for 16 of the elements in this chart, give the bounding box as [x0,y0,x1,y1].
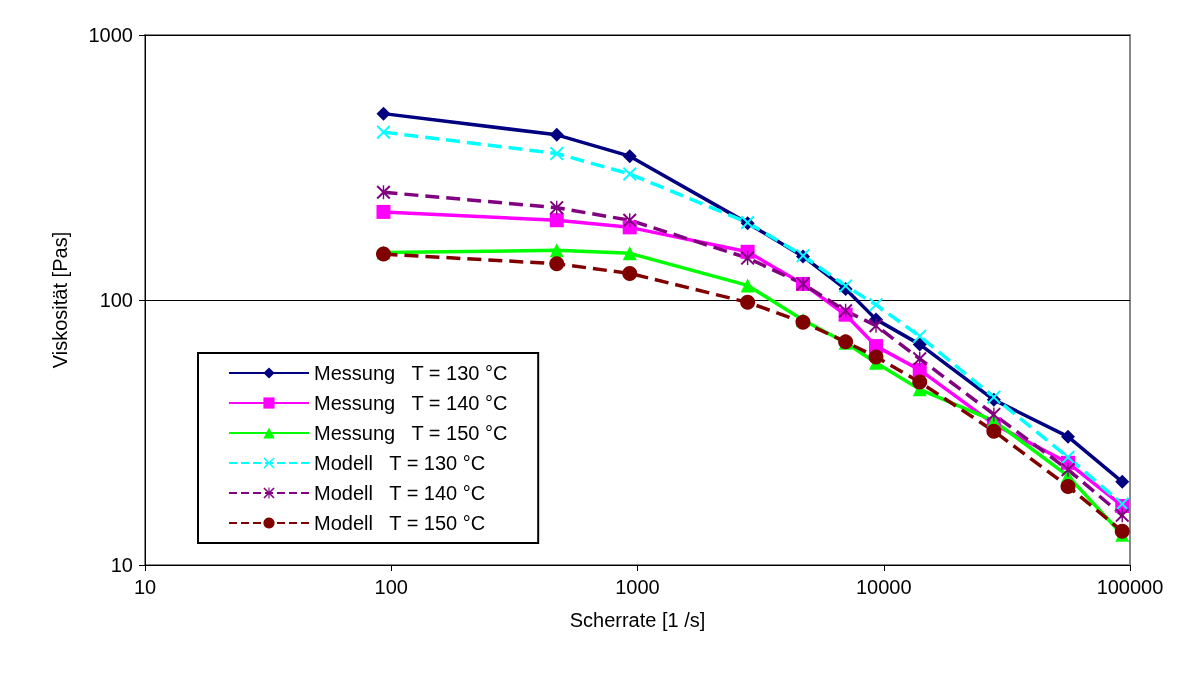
legend-label: Messung T = 140 °C [314,392,508,414]
x-axis-title: Scherrate [1 /s] [569,609,706,631]
y-tick-label: 1000 [88,24,133,46]
x-tick-label: 10 [133,576,157,598]
legend-label: Messung T = 130 °C [314,362,508,384]
legend-label: Modell T = 140 °C [314,482,486,504]
legend-label: Modell T = 150 °C [314,512,486,534]
x-tick-label: 100 [374,576,408,598]
x-tick-label: 1000 [615,576,660,598]
x-tick-label: 100000 [1096,576,1164,598]
legend-label: Modell T = 130 °C [314,452,486,474]
y-axis-title: Viskosität [Pas] [49,231,71,369]
y-tick-label: 10 [110,554,133,576]
y-tick-label: 100 [99,289,133,311]
x-tick-label: 10000 [855,576,912,598]
legend-label: Messung T = 150 °C [314,422,508,444]
